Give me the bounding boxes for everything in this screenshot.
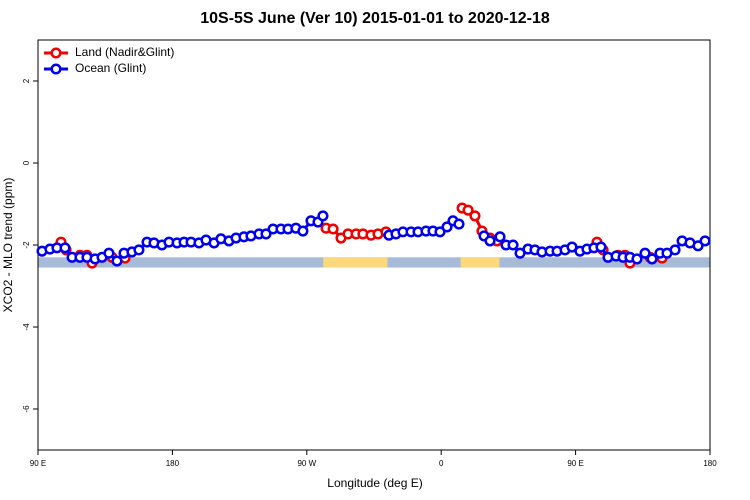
data-point: [507, 239, 519, 251]
data-point: [692, 240, 704, 252]
x-tick-label: 90 E: [30, 459, 46, 468]
y-tick-label: 2: [22, 78, 31, 83]
data-point: [469, 210, 481, 222]
legend-label: Land (Nadir&Glint): [75, 45, 174, 59]
x-tick-label: 180: [166, 459, 180, 468]
land-band: [323, 257, 388, 268]
data-point: [133, 244, 145, 256]
x-tick-label: 90 E: [567, 459, 583, 468]
data-point: [434, 226, 446, 238]
x-tick-label: 0: [439, 459, 444, 468]
data-point: [646, 253, 658, 265]
data-point: [669, 244, 681, 256]
x-tick-label: 90 W: [297, 459, 316, 468]
data-point: [59, 242, 71, 254]
data-point: [317, 210, 329, 222]
data-point: [595, 241, 607, 253]
y-axis-label: XCO2 - MLO trend (ppm): [1, 178, 15, 313]
data-point: [111, 255, 123, 267]
data-point: [484, 235, 496, 247]
data-point: [631, 253, 643, 265]
data-point: [297, 225, 309, 237]
data-point: [103, 247, 115, 259]
data-point: [260, 228, 272, 240]
x-tick-label: 180: [703, 459, 717, 468]
legend-label: Ocean (Glint): [75, 61, 146, 75]
data-point: [327, 223, 339, 235]
y-tick-label: -6: [22, 405, 31, 413]
data-point: [494, 231, 506, 243]
legend-marker: [50, 63, 62, 75]
land-band: [460, 257, 500, 268]
chart-title: 10S-5S June (Ver 10) 2015-01-01 to 2020-…: [200, 10, 550, 27]
y-tick-label: -4: [22, 323, 31, 331]
data-point: [453, 218, 465, 230]
data-point: [462, 204, 474, 216]
data-point: [699, 235, 711, 247]
legend-marker: [50, 47, 62, 59]
x-axis-label: Longitude (deg E): [327, 476, 422, 490]
y-tick-label: 0: [22, 160, 31, 165]
y-tick-label: -2: [22, 241, 31, 249]
data-point: [639, 247, 651, 259]
